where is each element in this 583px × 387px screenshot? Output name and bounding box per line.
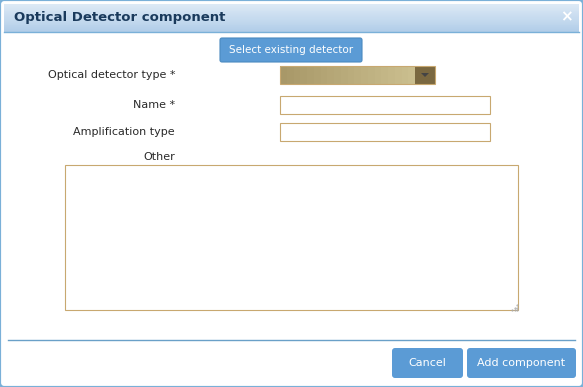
Bar (4, 10, 579, 12)
Bar (4, 17, 579, 18)
Bar (4, 21, 579, 22)
FancyBboxPatch shape (467, 348, 576, 378)
Bar (4, 8, 579, 9)
Bar (374, 66, 381, 84)
Bar (408, 66, 415, 84)
Bar (4, 19, 579, 20)
Bar (280, 66, 435, 84)
Bar (4, 30, 579, 31)
Text: Optical Detector component: Optical Detector component (14, 12, 226, 24)
Bar (4, 15, 579, 16)
Bar (280, 123, 490, 141)
Bar (4, 27, 579, 28)
Bar (4, 4, 579, 5)
Bar (347, 66, 354, 84)
FancyBboxPatch shape (392, 348, 463, 378)
Text: Amplification type: Amplification type (73, 127, 175, 137)
Bar (4, 29, 579, 30)
Bar (388, 66, 395, 84)
Bar (340, 66, 347, 84)
Bar (4, 9, 579, 10)
Bar (415, 66, 435, 84)
Bar (65, 165, 518, 310)
Bar (4, 14, 579, 15)
FancyBboxPatch shape (220, 38, 362, 62)
Bar (287, 66, 293, 84)
Bar (327, 66, 334, 84)
Bar (314, 66, 321, 84)
Bar (361, 66, 368, 84)
Bar (321, 66, 327, 84)
Text: Add component: Add component (477, 358, 566, 368)
Bar (280, 66, 287, 84)
Bar (354, 66, 361, 84)
Bar (4, 18, 579, 19)
Bar (4, 22, 579, 23)
Bar (4, 20, 579, 21)
Bar (307, 66, 314, 84)
Bar (293, 66, 300, 84)
Bar (4, 5, 579, 6)
Bar (4, 24, 579, 26)
Bar (395, 66, 402, 84)
Polygon shape (421, 73, 429, 77)
Bar (280, 96, 490, 114)
Bar (4, 6, 579, 7)
Bar (381, 66, 388, 84)
Bar (4, 12, 579, 13)
Bar (300, 66, 307, 84)
Bar (4, 31, 579, 32)
Text: Select existing detector: Select existing detector (229, 45, 353, 55)
Bar (4, 13, 579, 14)
Bar (4, 23, 579, 24)
Text: Name *: Name * (133, 100, 175, 110)
Bar (4, 26, 579, 27)
Bar (334, 66, 340, 84)
Text: Cancel: Cancel (409, 358, 447, 368)
Text: Other: Other (143, 152, 175, 162)
Bar (402, 66, 408, 84)
Bar (368, 66, 374, 84)
Text: Optical detector type *: Optical detector type * (47, 70, 175, 80)
Bar (4, 28, 579, 29)
Bar (4, 16, 579, 17)
Text: ×: × (560, 10, 573, 24)
Bar (4, 7, 579, 8)
